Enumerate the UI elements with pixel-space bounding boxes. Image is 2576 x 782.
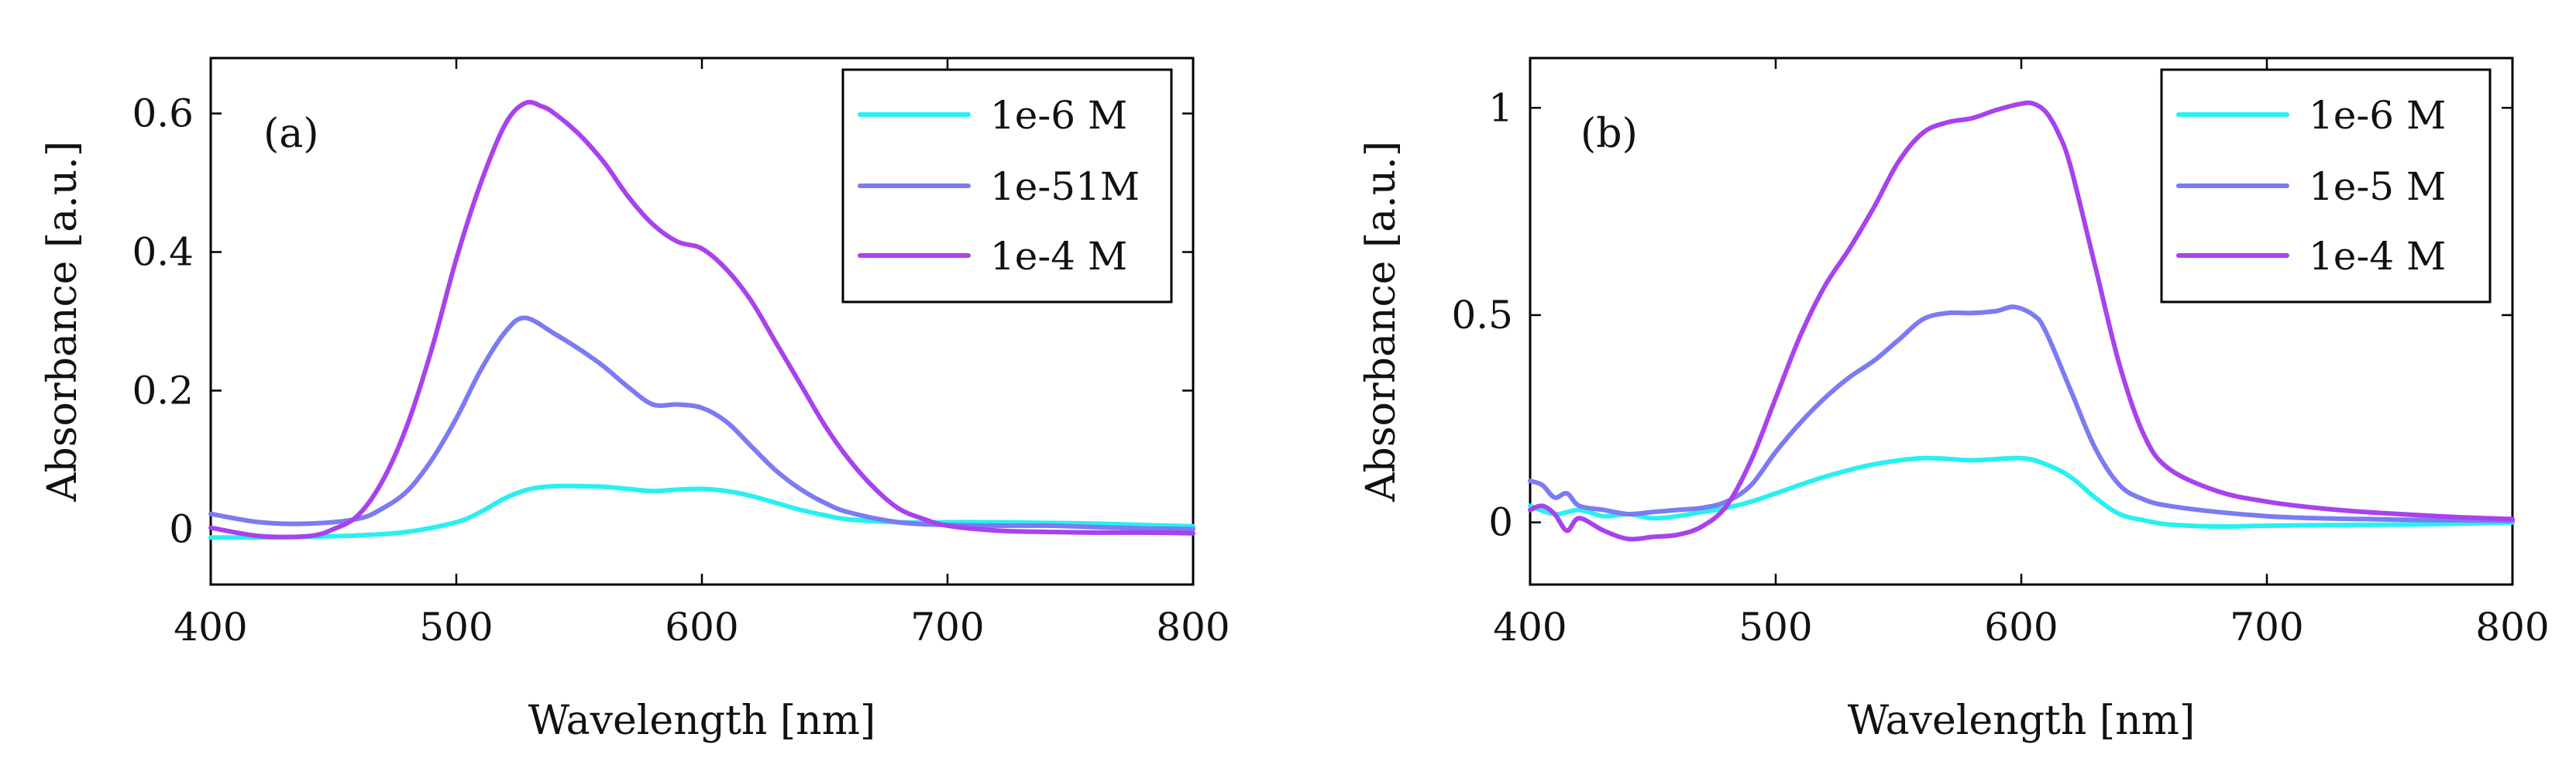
series-lines: [208, 99, 1195, 540]
x-tick-label: 600: [665, 605, 738, 650]
y-axis-title: Absorbance [a.u.]: [40, 141, 86, 502]
legend-label-1e-5: 1e-5 M: [2309, 164, 2446, 209]
x-tick-label: 700: [910, 605, 984, 650]
x-tick-label: 600: [1984, 605, 2058, 650]
legend: 1e-6 M 1e-5 M 1e-4 M: [2160, 68, 2492, 304]
legend-label-1e-4: 1e-4 M: [2309, 234, 2446, 279]
y-axis-title: Absorbance [a.u.]: [1358, 141, 1405, 502]
series-lines: [1528, 100, 2515, 542]
axis-ticks: [1529, 58, 2514, 585]
x-tick-labels: 400 500 600 700 800: [1493, 605, 2549, 650]
x-axis-title: Wavelength [nm]: [528, 698, 876, 744]
series-line-1e-5-M: [208, 315, 1195, 532]
legend-label-1e-6: 1e-6 M: [2309, 93, 2446, 138]
series-line-1e-6-M: [208, 483, 1195, 540]
y-tick-labels: 0 0.2 0.4 0.6: [132, 91, 194, 552]
panel-a: 400 500 600 700 800 0 0.2 0.4 0.6 (a) Wavelengt…: [40, 57, 1230, 744]
y-tick-label: 0.2: [132, 368, 194, 413]
legend-label-1e-4: 1e-4 M: [990, 234, 1127, 279]
legend: 1e-6 M 1e-51M 1e-4 M: [841, 68, 1173, 304]
panel-label: (a): [263, 111, 319, 157]
y-tick-label: 0: [1488, 500, 1513, 545]
x-tick-label: 400: [174, 605, 247, 650]
x-tick-label: 500: [419, 605, 493, 650]
y-tick-label: 0.5: [1451, 293, 1513, 338]
panel-b: 400 500 600 700 800 00.51 (b) Wavelength [nm…: [1358, 57, 2550, 744]
series-line-1e-4-M: [208, 99, 1195, 540]
x-tick-label: 400: [1493, 605, 1567, 650]
legend-label-1e-5: 1e-51M: [990, 164, 1140, 209]
y-tick-label: 1: [1488, 85, 1513, 130]
x-tick-label: 700: [2230, 605, 2303, 650]
x-tick-label: 800: [1156, 605, 1230, 650]
y-tick-label: 0: [169, 506, 194, 551]
series-line-1e-5-M: [1528, 304, 2515, 523]
x-axis-title: Wavelength [nm]: [1848, 698, 2196, 744]
x-tick-label: 800: [2475, 605, 2549, 650]
series-line-1e-4-M: [1528, 100, 2515, 542]
x-tick-label: 500: [1739, 605, 1812, 650]
series-line-1e-6-M: [1528, 455, 2515, 530]
panel-label: (b): [1580, 111, 1638, 157]
y-tick-labels: 00.51: [1451, 85, 1513, 544]
y-tick-label: 0.4: [132, 230, 194, 275]
y-tick-label: 0.6: [132, 91, 194, 136]
x-tick-labels: 400 500 600 700 800: [174, 605, 1230, 650]
legend-label-1e-6: 1e-6 M: [990, 93, 1127, 138]
